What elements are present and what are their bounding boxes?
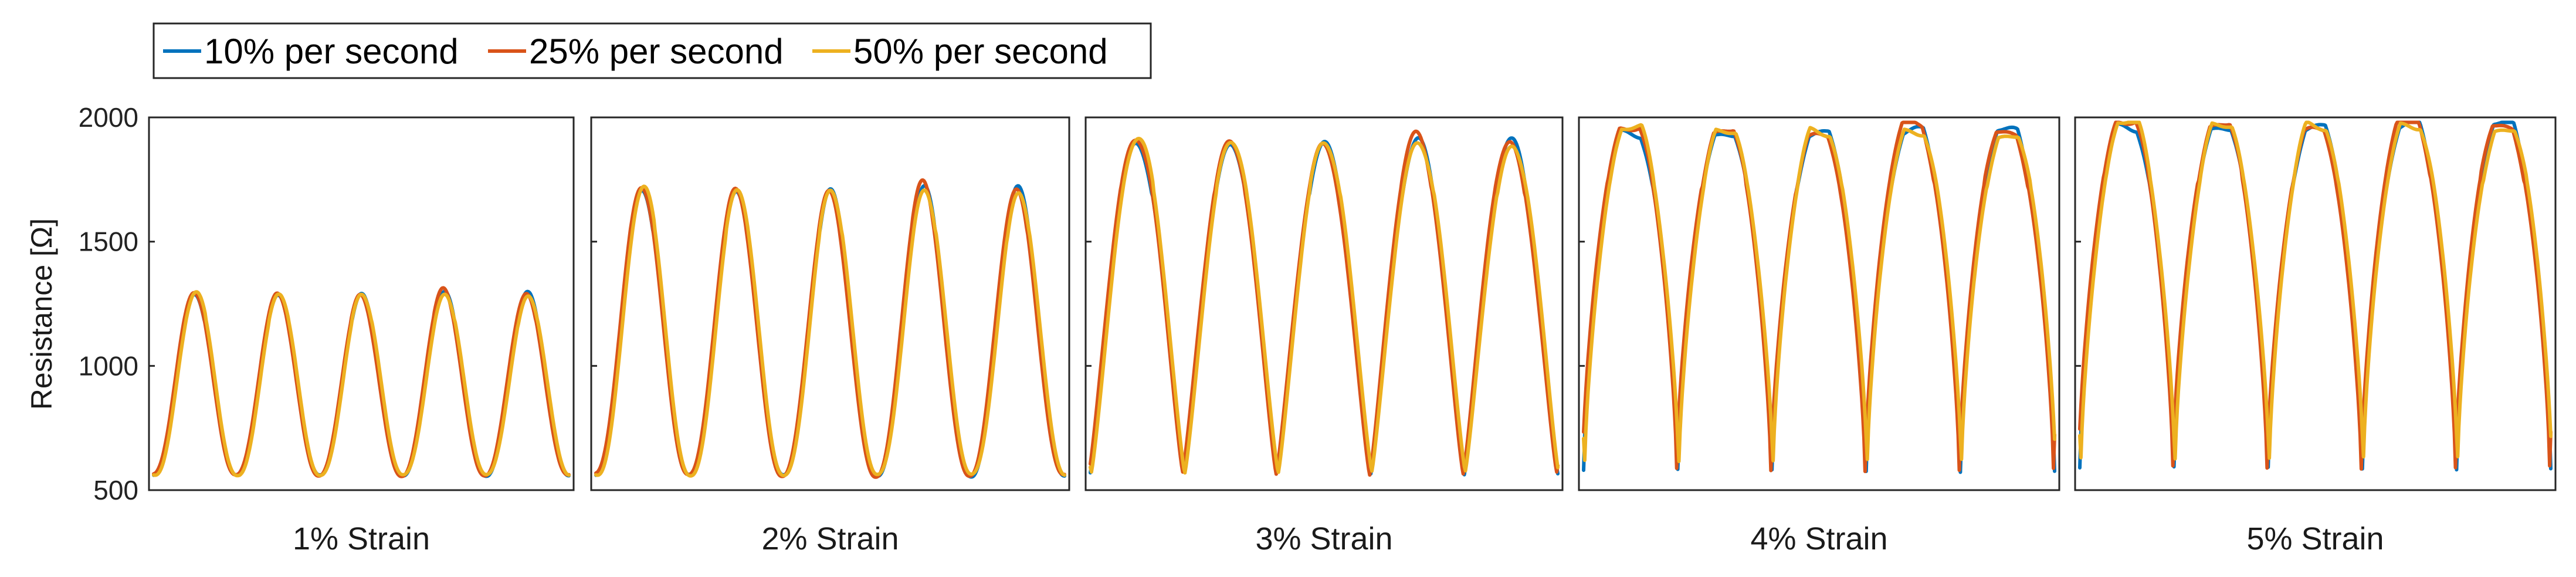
panel-frame	[1084, 116, 1564, 491]
panel-frame	[1578, 116, 2060, 491]
panel-frame	[2074, 116, 2557, 491]
legend-label-10: 10% per second	[204, 32, 459, 71]
panel-frame	[148, 116, 575, 491]
series-line-3	[1089, 137, 1560, 475]
legend-label-50: 50% per second	[853, 32, 1108, 71]
panel-label: 3% Strain	[1255, 521, 1392, 556]
panel-label: 1% Strain	[293, 521, 430, 556]
y-tick-label: 2000	[79, 102, 138, 133]
panel-label: 4% Strain	[1750, 521, 1887, 556]
panel-4: 4% Strain	[1578, 116, 2060, 556]
panel-1: 1% Strain	[148, 116, 575, 556]
y-axis: 500 1000 1500 2000	[79, 102, 138, 505]
panels: 1% Strain 2% Strain 3% Strain 4% Strain 5% S…	[148, 116, 2557, 556]
y-tick-label: 1500	[79, 227, 138, 257]
legend: 10% per second 25% per second 50% per se…	[152, 22, 1152, 79]
series-line-3	[1582, 123, 2056, 463]
panel-3: 3% Strain	[1084, 116, 1564, 556]
panel-frame	[590, 116, 1070, 491]
panel-2: 2% Strain	[590, 116, 1070, 556]
y-tick-label: 500	[93, 475, 138, 505]
series-line-3	[594, 184, 1066, 478]
panel-label: 5% Strain	[2246, 521, 2384, 556]
series-line-3	[152, 290, 571, 478]
panel-5: 5% Strain	[2074, 116, 2557, 556]
series-line-3	[2078, 120, 2553, 461]
y-tick-label: 1000	[79, 350, 138, 381]
y-axis-title: Resistance [Ω]	[25, 218, 58, 410]
legend-box	[152, 22, 1152, 79]
panel-label: 2% Strain	[761, 521, 899, 556]
legend-label-25: 25% per second	[529, 32, 784, 71]
